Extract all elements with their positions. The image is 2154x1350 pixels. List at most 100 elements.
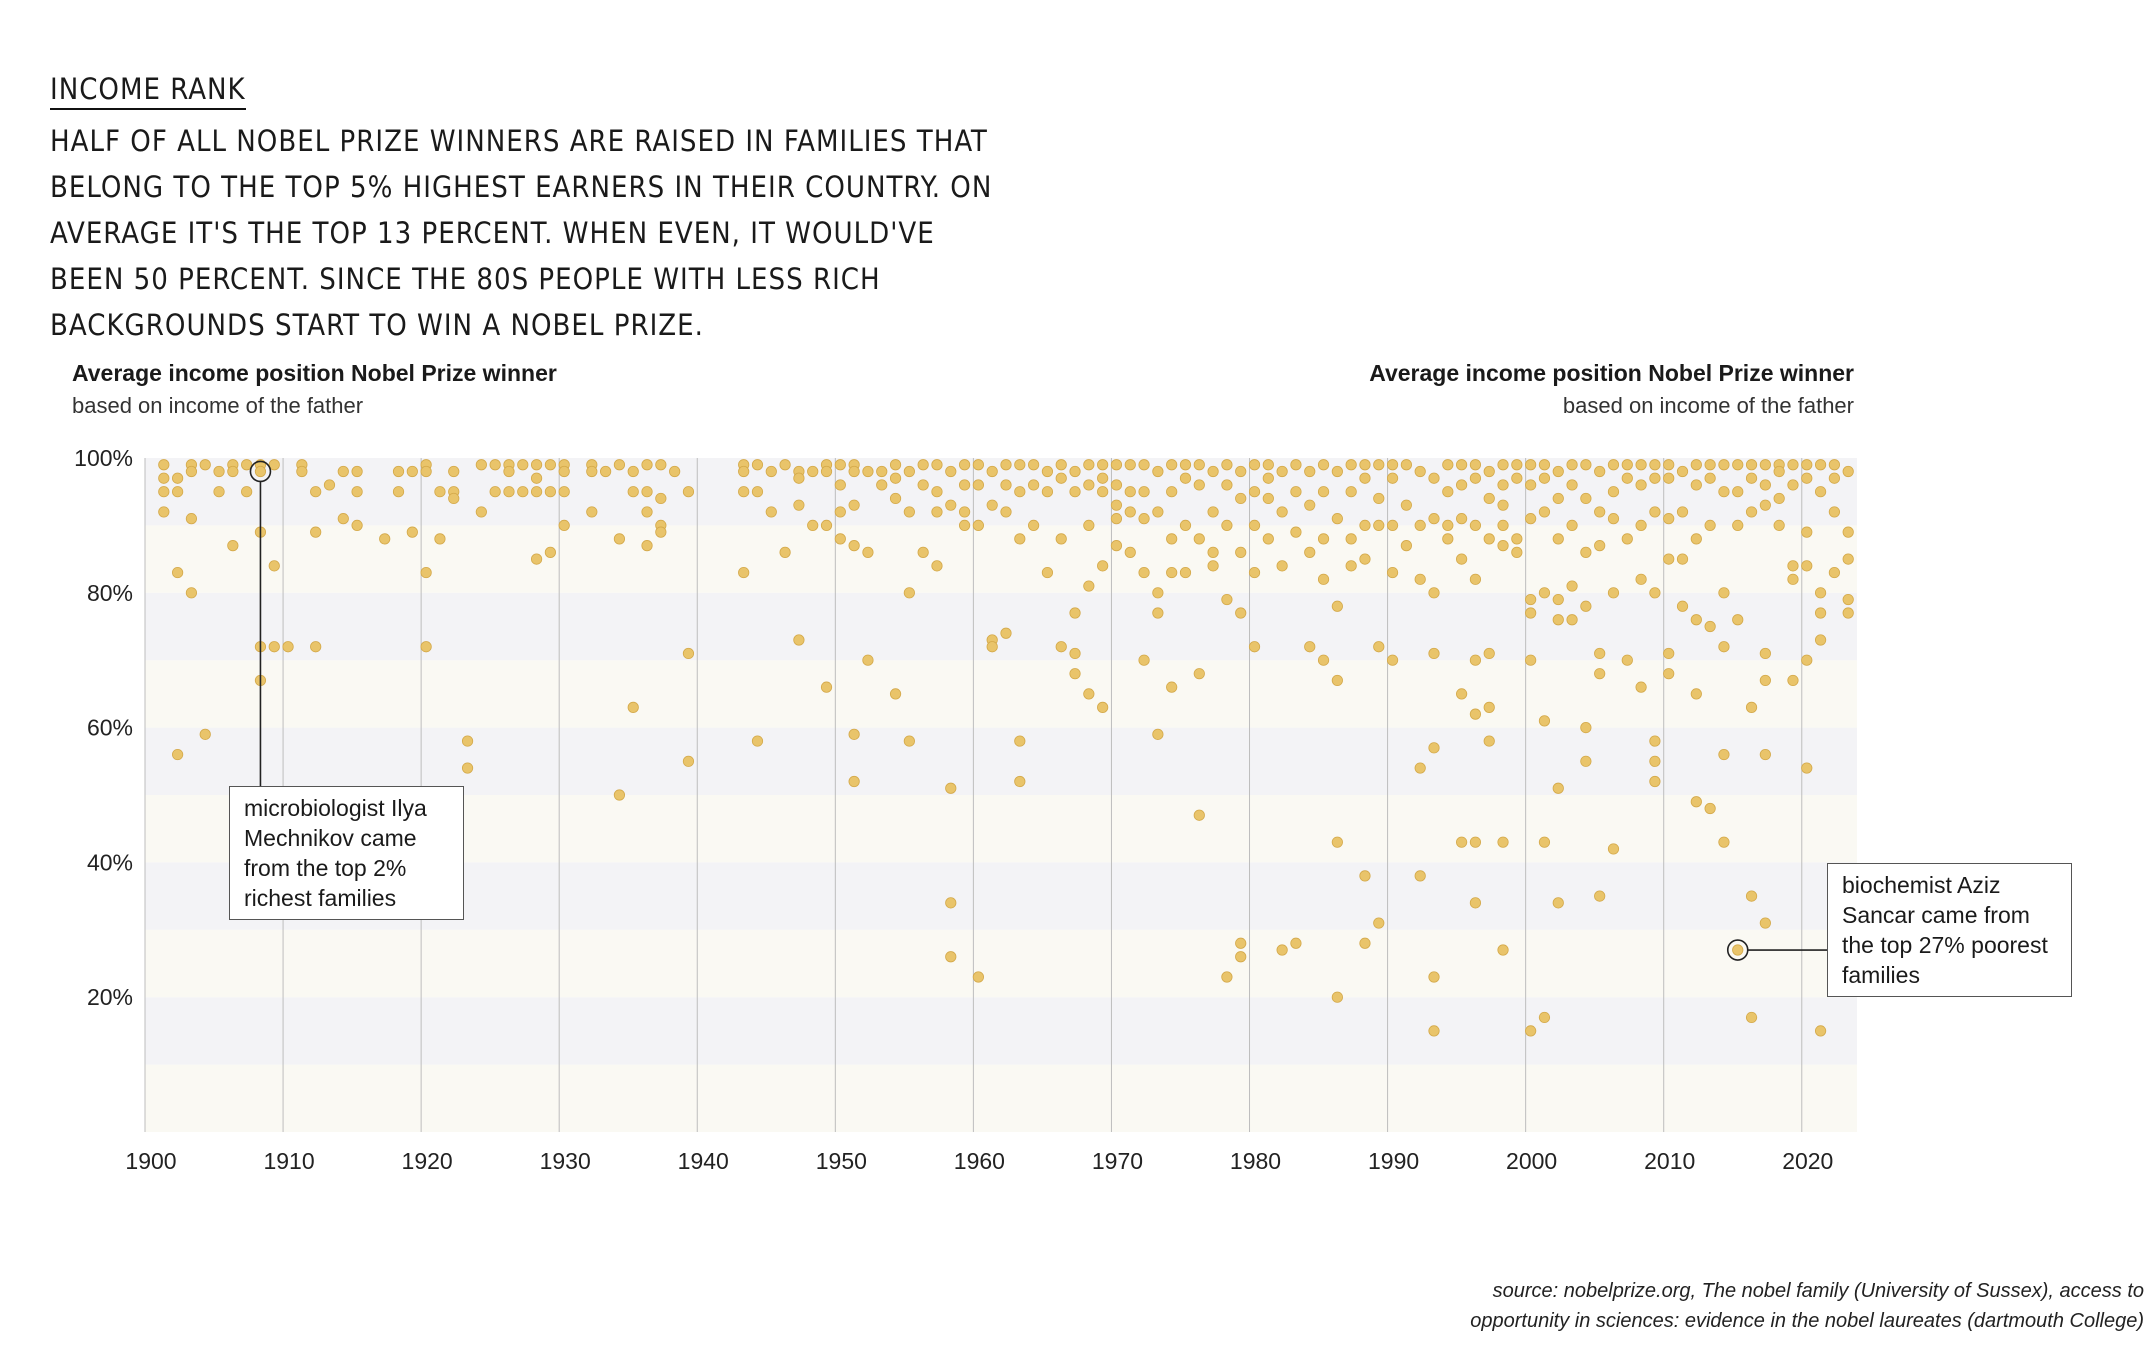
data-point xyxy=(834,479,846,491)
data-point xyxy=(1331,513,1343,525)
data-point xyxy=(1621,459,1633,471)
data-point xyxy=(1483,735,1495,747)
x-tick-label-1970: 1970 xyxy=(1092,1148,1143,1174)
data-point xyxy=(1718,587,1730,599)
data-point xyxy=(958,519,971,532)
data-point xyxy=(1690,533,1702,545)
data-point xyxy=(1649,459,1661,471)
data-point xyxy=(1787,560,1799,572)
data-point xyxy=(1083,688,1095,700)
data-point xyxy=(972,519,984,532)
data-point xyxy=(1110,479,1123,491)
data-point xyxy=(1483,647,1495,660)
data-point xyxy=(1801,526,1813,538)
band-20 xyxy=(145,929,1857,998)
data-point xyxy=(1594,890,1606,902)
data-point xyxy=(945,897,957,909)
data-point xyxy=(1304,641,1316,653)
data-point xyxy=(1345,486,1357,498)
data-point xyxy=(1538,587,1551,599)
data-point xyxy=(1525,654,1537,666)
data-point xyxy=(1317,459,1330,471)
data-point xyxy=(1235,546,1247,558)
data-point xyxy=(1262,533,1274,545)
heading-label: Income rank xyxy=(50,72,246,110)
subtitle-left-title: Average income position Nobel Prize winn… xyxy=(72,360,557,386)
data-point xyxy=(586,506,598,518)
data-point xyxy=(1842,593,1854,606)
subtitle-right-title: Average income position Nobel Prize winn… xyxy=(1369,360,1854,386)
data-point xyxy=(517,486,529,498)
data-point xyxy=(1069,607,1081,619)
data-point xyxy=(931,486,943,498)
data-point xyxy=(1607,513,1620,525)
data-point xyxy=(434,533,446,545)
data-point xyxy=(406,465,418,478)
data-point xyxy=(1193,668,1205,680)
data-point xyxy=(1152,587,1164,599)
data-point xyxy=(600,465,612,478)
data-point xyxy=(1166,459,1178,471)
data-point xyxy=(1248,641,1261,653)
data-point xyxy=(1759,499,1771,511)
data-point xyxy=(1663,459,1675,471)
y-tick-label-100: 100% xyxy=(74,445,133,471)
data-point xyxy=(1511,533,1523,545)
data-point xyxy=(1442,519,1454,532)
data-point xyxy=(1014,775,1026,788)
data-point xyxy=(1718,641,1730,653)
data-point xyxy=(1607,459,1620,471)
data-point xyxy=(1235,492,1247,505)
data-point xyxy=(1525,513,1537,525)
data-point xyxy=(889,688,902,700)
data-point xyxy=(1690,479,1702,491)
data-point xyxy=(1290,486,1302,498)
data-point xyxy=(1110,513,1123,525)
data-point xyxy=(282,641,294,653)
data-point xyxy=(1442,533,1454,545)
data-point xyxy=(1359,937,1371,949)
data-point xyxy=(1248,459,1261,471)
data-point xyxy=(1359,519,1371,532)
data-point xyxy=(655,459,667,471)
data-point xyxy=(213,465,225,478)
data-point xyxy=(1732,944,1744,956)
data-point xyxy=(1704,620,1716,633)
data-point xyxy=(1676,506,1689,518)
data-point xyxy=(268,560,280,572)
data-point xyxy=(889,492,902,505)
data-point xyxy=(1497,836,1509,848)
data-point xyxy=(1359,472,1371,484)
data-point xyxy=(1290,937,1302,949)
data-point xyxy=(158,472,170,484)
data-point xyxy=(392,486,405,498)
data-point xyxy=(848,499,860,511)
data-point xyxy=(1497,459,1509,471)
data-point xyxy=(1690,688,1702,700)
data-point xyxy=(1317,486,1330,498)
data-point xyxy=(1842,526,1854,538)
data-point xyxy=(1676,553,1689,565)
data-point xyxy=(1469,836,1482,848)
subtitle-left: Average income position Nobel Prize winn… xyxy=(72,360,557,419)
data-point xyxy=(862,654,874,666)
data-point xyxy=(1028,479,1040,491)
data-point xyxy=(1083,519,1095,532)
data-point xyxy=(1635,573,1647,585)
data-point xyxy=(1000,627,1012,639)
data-point xyxy=(641,486,653,498)
data-point xyxy=(820,681,833,693)
data-point xyxy=(958,479,971,491)
data-point xyxy=(1580,721,1592,734)
data-point xyxy=(917,546,929,558)
data-point xyxy=(682,486,695,498)
data-point xyxy=(931,459,943,471)
data-point xyxy=(1469,897,1482,909)
data-point xyxy=(1442,459,1454,471)
data-point xyxy=(1635,681,1647,693)
data-point xyxy=(1028,459,1040,471)
data-point xyxy=(1649,506,1661,518)
data-point xyxy=(310,526,322,538)
data-point xyxy=(1787,674,1799,687)
